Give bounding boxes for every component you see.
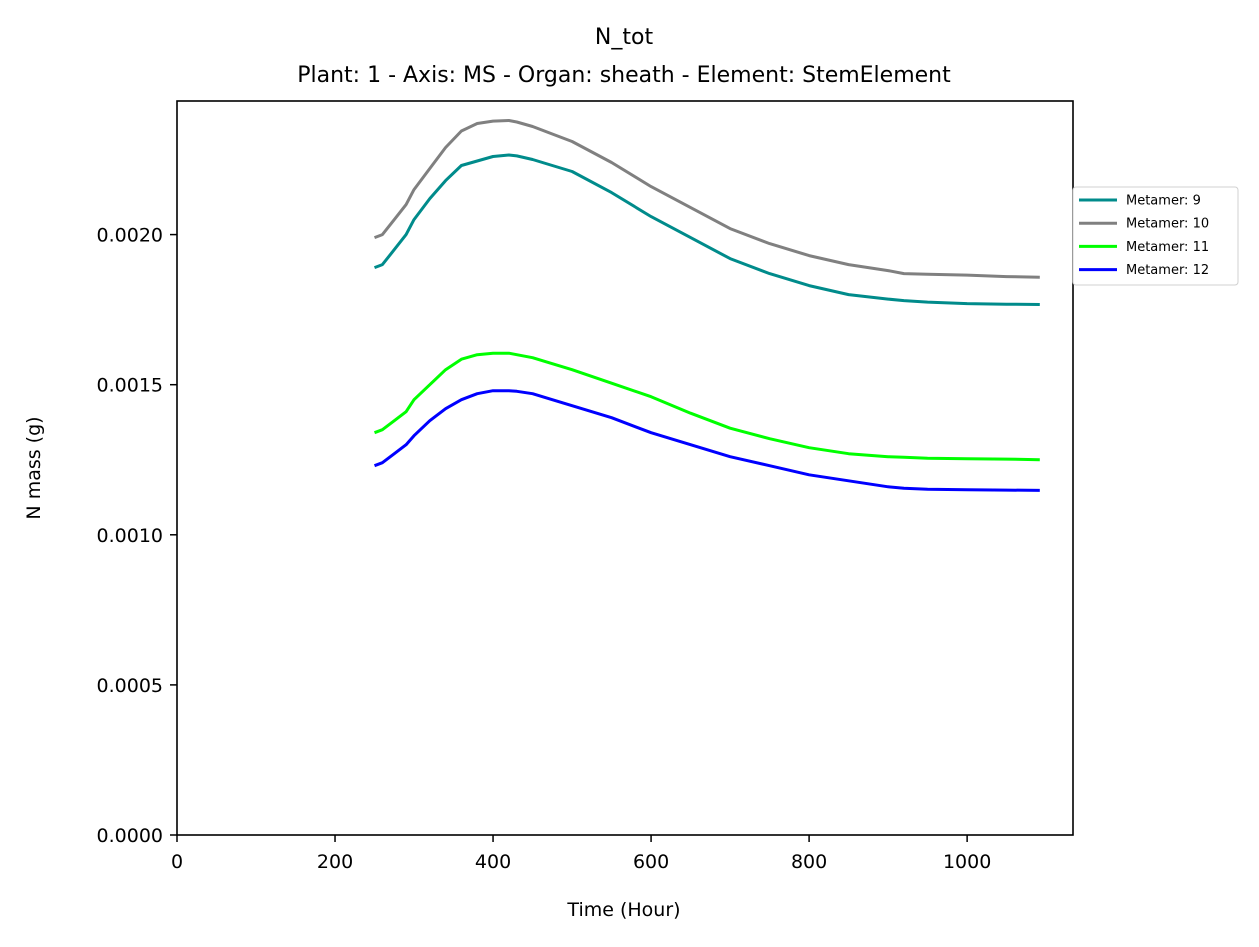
series-line-4 — [373, 389, 1040, 492]
series-line-1 — [373, 153, 1040, 306]
series-line-2 — [373, 119, 1040, 279]
y-axis-label: N mass (g) — [23, 416, 45, 519]
chart-title: N_tot — [595, 25, 654, 50]
legend-label-1: Metamer: 9 — [1126, 194, 1201, 209]
y-tick-label: 0.0000 — [97, 825, 163, 847]
legend-label-4: Metamer: 12 — [1126, 263, 1209, 278]
y-tick-label: 0.0005 — [97, 675, 163, 697]
x-tick-label: 200 — [317, 851, 353, 873]
series-line-3 — [373, 351, 1040, 462]
x-tick-label: 1000 — [943, 851, 991, 873]
x-tick-label: 400 — [475, 851, 511, 873]
y-tick-label: 0.0015 — [97, 375, 163, 397]
x-tick-label: 600 — [633, 851, 669, 873]
y-tick-label: 0.0010 — [97, 525, 163, 547]
legend-box — [1072, 186, 1239, 286]
legend-label-3: Metamer: 11 — [1126, 240, 1209, 255]
x-tick-label: 0 — [171, 851, 183, 873]
chart-subtitle: Plant: 1 - Axis: MS - Organ: sheath - El… — [297, 63, 951, 88]
x-tick-label: 800 — [791, 851, 827, 873]
plot-frame — [176, 100, 1074, 836]
y-tick-label: 0.0020 — [97, 225, 163, 247]
x-axis: 0 200 400 600 800 1000 — [171, 835, 991, 873]
y-axis: 0.0000 0.0005 0.0010 0.0015 0.0020 — [97, 225, 177, 847]
x-axis-label: Time (Hour) — [566, 899, 680, 921]
legend: Metamer: 9 Metamer: 10 Metamer: 11 Metamer:… — [1072, 186, 1239, 286]
legend-label-2: Metamer: 10 — [1126, 217, 1209, 232]
plot-area — [176, 100, 1074, 836]
